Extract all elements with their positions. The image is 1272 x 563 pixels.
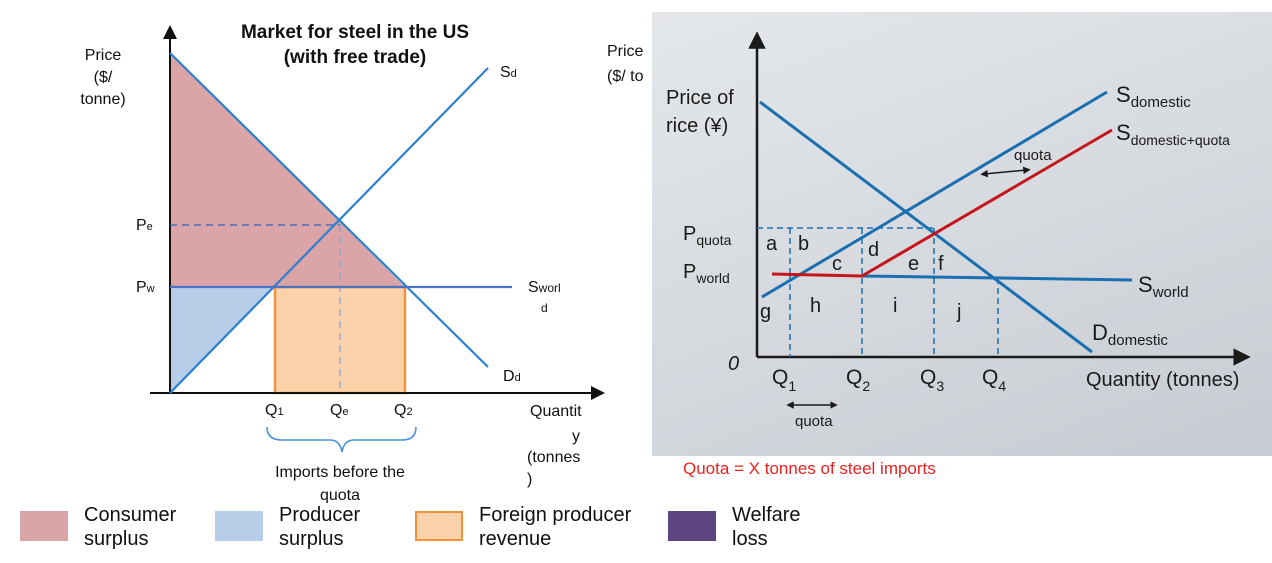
legend-producer-surplus: Producer surplus (215, 503, 360, 551)
photo-origin-label: 0 (728, 353, 739, 375)
welfare-loss-swatch (668, 511, 716, 541)
foreign-producer-revenue-swatch (415, 511, 463, 541)
q2-label: Q2 (394, 402, 413, 419)
imports-label-line1: Imports before the (275, 464, 405, 481)
legend-label-line: Welfare (732, 504, 801, 526)
domestic-demand-label: Dd (503, 368, 521, 385)
area-label-c: c (832, 253, 842, 275)
legend-label-line: Consumer (84, 504, 177, 526)
quota-arrow-label: quota (1014, 147, 1052, 164)
pw-label: Pw (136, 279, 155, 296)
area-label-d: d (868, 239, 879, 261)
photo-demand-curve (759, 100, 1093, 354)
x-axis-label-line4: ) (527, 471, 532, 488)
s-domestic-quota-label: Sdomestic+quota (1116, 120, 1230, 148)
photo-x-axis-label: Quantity (tonnes) (1086, 369, 1239, 391)
area-label-g: g (760, 301, 771, 323)
s-domestic-label: Sdomestic (1116, 82, 1191, 111)
textbook-photo: Sdomestic Sdomestic+quota Sworld Ddomest… (652, 12, 1272, 456)
p-quota-label: Pquota (683, 223, 732, 248)
qe-label: Qe (330, 402, 349, 419)
q1-label: Q1 (265, 402, 284, 419)
p-world-label: Pworld (683, 261, 730, 286)
y-axis-label-line2: ($/ (94, 69, 113, 86)
domestic-supply-label: Sd (500, 64, 517, 81)
chart-title-line2: (with free trade) (284, 47, 427, 68)
legend-label-foreign-producer-revenue: Foreign producer revenue (479, 503, 631, 551)
area-label-f: f (938, 253, 944, 275)
world-supply-label: Sworl (528, 279, 561, 296)
x-axis-label-line1: Quantit (530, 403, 582, 420)
s-world-label: Sworld (1138, 272, 1189, 301)
steel-market-diagram: Market for steel in the US (with free tr… (80, 22, 644, 503)
quota-bottom-label: quota (795, 413, 833, 430)
photo-q3-label: Q3 (920, 366, 944, 394)
d-domestic-label: Ddomestic (1092, 320, 1168, 349)
photo-q1-label: Q1 (772, 366, 796, 394)
legend-label-line: surplus (279, 528, 344, 550)
legend-label-line: loss (732, 528, 768, 550)
photo-domestic-supply-curve (761, 90, 1108, 299)
area-label-i: i (893, 295, 897, 317)
quota-note: Quota = X tonnes of steel imports (683, 459, 936, 478)
legend-label-line: surplus (84, 528, 149, 550)
domestic-supply-curve (169, 67, 489, 394)
hidden-y-label-line2: ($/ to (607, 68, 644, 85)
quota-double-arrow (980, 166, 1031, 178)
x-axis-label-line2: y (572, 428, 580, 445)
legend-label-line: Producer (279, 504, 361, 526)
area-label-a: a (766, 233, 778, 255)
legend-label-line: revenue (479, 528, 552, 550)
legend-label-line: Foreign producer (479, 504, 632, 526)
y-axis-label-line1: Price (85, 47, 122, 64)
photo-q2-label: Q2 (846, 366, 870, 394)
area-label-h: h (810, 295, 821, 317)
consumer-surplus-swatch (20, 511, 68, 541)
legend-label-producer-surplus: Producer surplus (279, 503, 360, 551)
imports-label-line2: quota (320, 487, 360, 503)
legend-consumer-surplus: Consumer surplus (20, 503, 176, 551)
legend-label-welfare-loss: Welfare loss (732, 503, 801, 551)
y-axis-label-line3: tonne) (80, 91, 125, 108)
photo-y-label-line2: rice (¥) (666, 115, 728, 137)
area-label-b: b (798, 233, 809, 255)
imports-brace (266, 426, 417, 453)
world-supply-label-sub: d (541, 301, 548, 315)
photo-world-supply-line (861, 274, 1133, 282)
area-label-j: j (956, 301, 961, 323)
rice-quota-diagram: Sdomestic Sdomestic+quota Sworld Ddomest… (666, 31, 1251, 430)
x-axis-label-line3: (tonnes (527, 449, 580, 466)
legend-label-consumer-surplus: Consumer surplus (84, 503, 176, 551)
area-label-e: e (908, 253, 919, 275)
producer-surplus-swatch (215, 511, 263, 541)
photo-supply-plus-quota-curve (771, 128, 1113, 278)
chart-title-line1: Market for steel in the US (241, 22, 469, 43)
hidden-y-label-line1: Price (607, 43, 644, 60)
photo-q4-label: Q4 (982, 366, 1006, 394)
photo-y-label-line1: Price of (666, 87, 734, 109)
legend-welfare-loss: Welfare loss (668, 503, 801, 551)
pe-label: Pe (136, 217, 153, 234)
domestic-demand-curve (169, 52, 489, 368)
legend-foreign-producer-revenue: Foreign producer revenue (415, 503, 631, 551)
